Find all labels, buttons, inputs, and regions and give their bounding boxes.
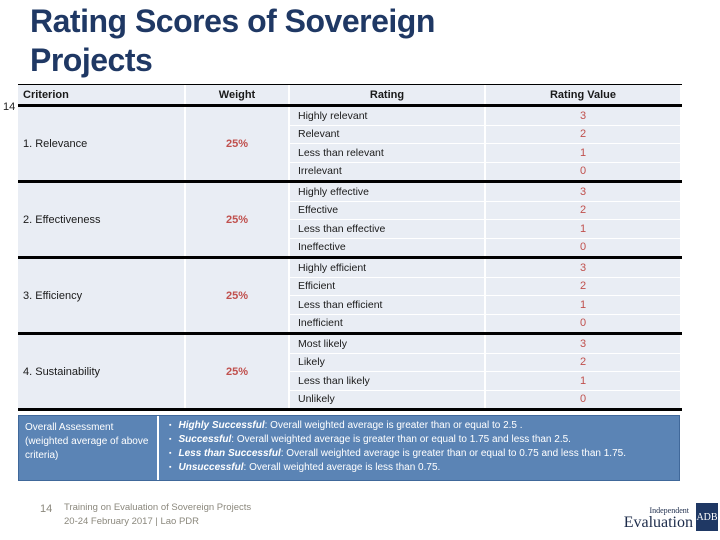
footer-line2: 20-24 February 2017 | Lao PDR	[64, 515, 200, 527]
criterion-group-relevance: 1. Relevance 25% Highly relevant 3 Relev…	[18, 107, 682, 183]
rating-label: Irrelevant	[290, 162, 484, 180]
criterion-group-sustainability: 4. Sustainability 25% Most likely 3 Like…	[18, 335, 682, 411]
header-criterion: Criterion	[18, 85, 184, 104]
rating-value: 1	[486, 372, 680, 390]
rating-label: Effective	[290, 201, 484, 219]
rating-value: 3	[486, 107, 680, 125]
rating-value: 1	[486, 144, 680, 162]
bullet-item: ▪ Less than Successful : Overall weighte…	[169, 447, 671, 461]
rating-label: Less than effective	[290, 220, 484, 238]
rating-value: 2	[486, 201, 680, 219]
slide-title-line2: Projects	[30, 42, 153, 78]
footer-text: Training on Evaluation of Sovereign Proj…	[64, 501, 251, 528]
bullet-item: ▪ Unsuccessful : Overall weighted averag…	[169, 461, 671, 475]
rating-value: 2	[486, 353, 680, 371]
slide-title: Rating Scores of Sovereign Projects	[30, 2, 435, 80]
overall-assessment-box: Overall Assessment (weighted average of …	[18, 415, 680, 481]
independent-evaluation-adb-logo: Independent Evaluation ADB	[624, 503, 718, 531]
rating-label: Unlikely	[290, 390, 484, 408]
weight-cell: 25%	[186, 183, 288, 256]
weight-cell: 25%	[186, 107, 288, 180]
rating-label: Less than efficient	[290, 296, 484, 314]
rating-label: Relevant	[290, 125, 484, 143]
rating-label: Less than relevant	[290, 144, 484, 162]
stray-page-number: 14	[3, 101, 16, 113]
ratings-table: Criterion Weight Rating Rating Value 1. …	[18, 84, 682, 411]
weight-cell: 25%	[186, 335, 288, 408]
bullet-icon: ▪	[169, 422, 172, 429]
rating-label: Efficient	[290, 277, 484, 295]
rating-value: 3	[486, 183, 680, 201]
bullet-icon: ▪	[169, 464, 172, 471]
criterion-cell: 1. Relevance	[18, 107, 184, 180]
rating-value: 1	[486, 296, 680, 314]
overall-assessment-bullets: ▪ Highly Successful : Overall weighted a…	[159, 416, 679, 480]
table-header-row: Criterion Weight Rating Rating Value	[18, 84, 682, 107]
bullet-term: Highly Successful	[178, 420, 265, 431]
criterion-group-effectiveness: 2. Effectiveness 25% Highly effective 3 …	[18, 183, 682, 259]
bullet-text: : Overall weighted average is greater th…	[280, 448, 626, 459]
header-rating-value: Rating Value	[486, 85, 680, 104]
rating-label: Likely	[290, 353, 484, 371]
bullet-text: : Overall weighted average is greater th…	[231, 434, 571, 445]
criterion-group-efficiency: 3. Efficiency 25% Highly efficient 3 Eff…	[18, 259, 682, 335]
rating-label: Highly efficient	[290, 259, 484, 277]
logo-independent-text: Independent	[649, 506, 689, 515]
rating-value: 0	[486, 162, 680, 180]
weight-cell: 25%	[186, 259, 288, 332]
bullet-icon: ▪	[169, 450, 172, 457]
criterion-cell: 3. Efficiency	[18, 259, 184, 332]
rating-value: 3	[486, 259, 680, 277]
bullet-item: ▪ Successful : Overall weighted average …	[169, 433, 671, 447]
adb-logo-box: ADB	[696, 503, 718, 531]
rating-label: Highly relevant	[290, 107, 484, 125]
bullet-item: ▪ Highly Successful : Overall weighted a…	[169, 419, 671, 433]
logo-wordmark: Independent Evaluation	[624, 507, 693, 531]
rating-value: 0	[486, 238, 680, 256]
bullet-text: : Overall weighted average is greater th…	[264, 420, 523, 431]
rating-value: 1	[486, 220, 680, 238]
rating-label: Inefficient	[290, 314, 484, 332]
logo-evaluation-text: Evaluation	[623, 514, 693, 531]
header-rating: Rating	[290, 85, 484, 104]
slide-title-line1: Rating Scores of Sovereign	[30, 3, 435, 39]
rating-value: 3	[486, 335, 680, 353]
rating-label: Most likely	[290, 335, 484, 353]
rating-value: 0	[486, 390, 680, 408]
bullet-icon: ▪	[169, 436, 172, 443]
rating-value: 0	[486, 314, 680, 332]
bullet-text: : Overall weighted average is less than …	[243, 462, 441, 473]
bullet-term: Less than Successful	[178, 448, 281, 459]
bullet-term: Successful	[178, 434, 232, 445]
rating-label: Highly effective	[290, 183, 484, 201]
rating-label: Less than likely	[290, 372, 484, 390]
footer-page-number: 14	[40, 503, 53, 515]
bullet-term: Unsuccessful	[178, 462, 244, 473]
criterion-cell: 2. Effectiveness	[18, 183, 184, 256]
header-weight: Weight	[186, 85, 288, 104]
rating-label: Ineffective	[290, 238, 484, 256]
overall-assessment-label: Overall Assessment (weighted average of …	[19, 416, 159, 480]
rating-value: 2	[486, 277, 680, 295]
rating-value: 2	[486, 125, 680, 143]
criterion-cell: 4. Sustainability	[18, 335, 184, 408]
footer-line1: Training on Evaluation of Sovereign Proj…	[64, 502, 252, 513]
